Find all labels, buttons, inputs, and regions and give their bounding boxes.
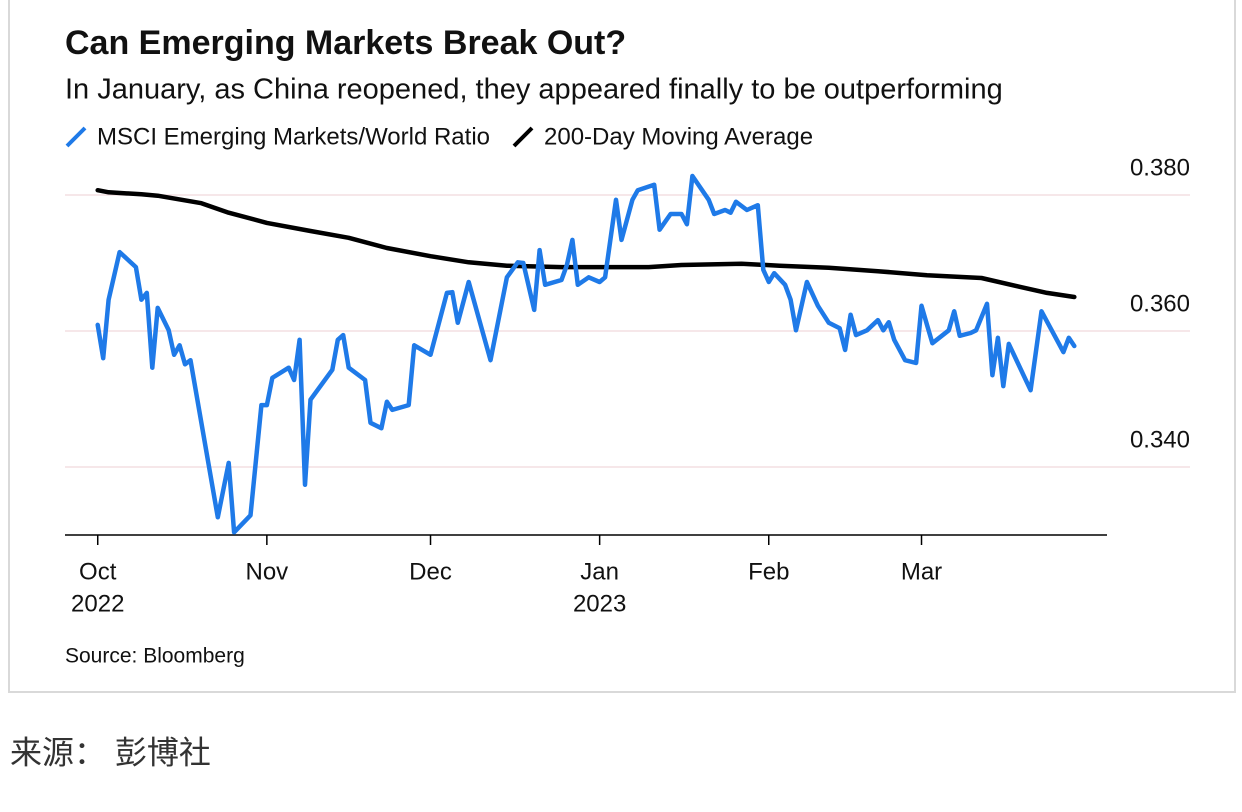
caption: 来源： 彭博社	[10, 734, 211, 770]
x-tick-label: Oct	[79, 558, 117, 585]
x-tick-year: 2022	[71, 590, 124, 617]
y-tick-label: 0.380	[1130, 154, 1190, 181]
legend-label: 200-Day Moving Average	[544, 123, 813, 150]
chart-title: Can Emerging Markets Break Out?	[65, 24, 626, 62]
series-line	[95, 173, 1077, 535]
x-tick-label: Mar	[901, 558, 942, 585]
y-tick-label: 0.360	[1130, 290, 1190, 317]
x-tick-label: Nov	[246, 558, 289, 585]
legend-label: MSCI Emerging Markets/World Ratio	[97, 123, 490, 150]
x-tick-label: Jan	[580, 558, 619, 585]
card	[8, 0, 1236, 693]
x-tick-label: Dec	[409, 558, 452, 585]
legend-swatch	[65, 126, 87, 148]
x-tick-label: Feb	[748, 558, 789, 585]
x-tick-year: 2023	[573, 590, 626, 617]
legend-swatch	[512, 126, 534, 148]
chart-subtitle: In January, as China reopened, they appe…	[65, 74, 1003, 106]
y-tick-label: 0.340	[1130, 426, 1190, 453]
series-line	[95, 187, 1077, 300]
source: Source: Bloomberg	[65, 645, 245, 668]
